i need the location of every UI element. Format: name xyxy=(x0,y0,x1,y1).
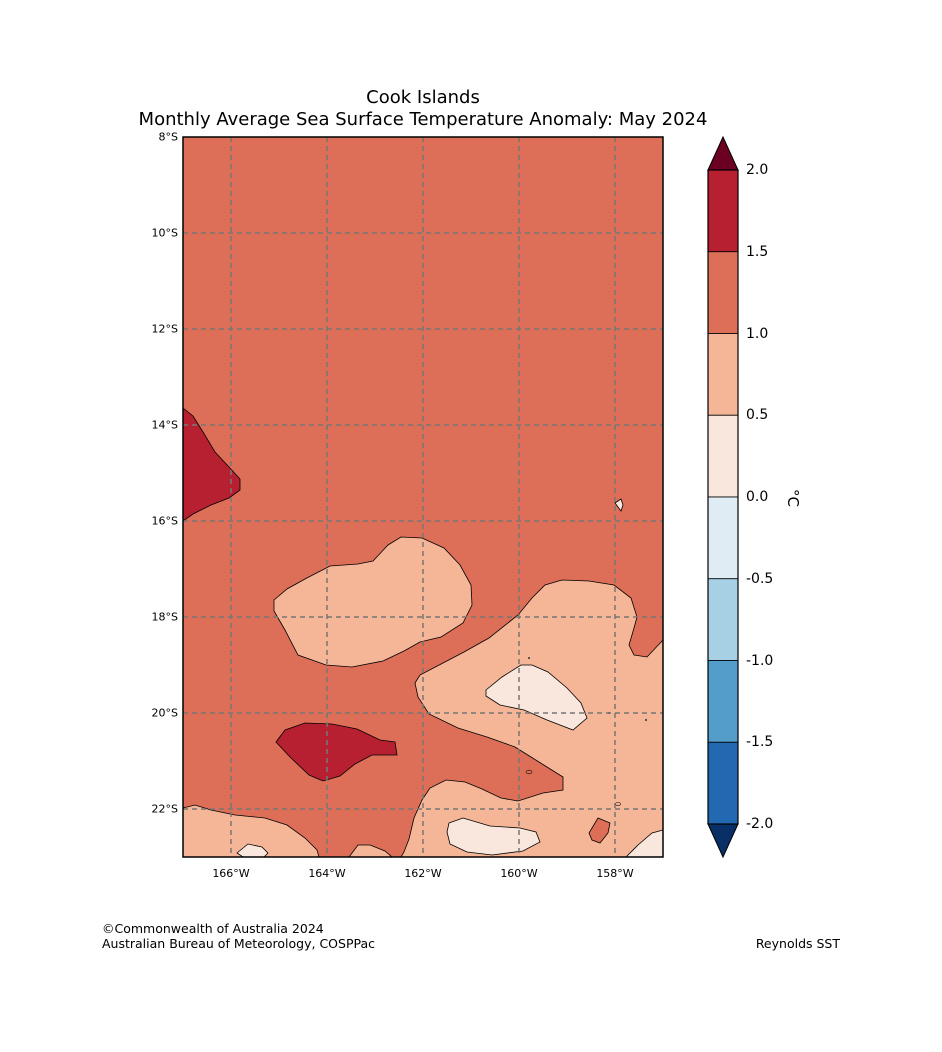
island-outline xyxy=(645,719,647,721)
latitude-label: 18°S xyxy=(151,610,178,624)
colorbar-under-extension xyxy=(707,823,739,859)
agency-text: Australian Bureau of Meteorology, COSPPa… xyxy=(102,936,375,951)
map-gridlines xyxy=(183,137,663,857)
map-title: Cook Islands xyxy=(366,87,480,108)
map-subtitle: Monthly Average Sea Surface Temperature … xyxy=(138,109,708,130)
colorbar-bin xyxy=(707,333,739,416)
colorbar-tick-label: 1.5 xyxy=(746,243,769,260)
latitude-label: 16°S xyxy=(151,514,178,528)
colorbar-tick-label: -0.5 xyxy=(746,570,774,587)
anomaly-region-east-moderate xyxy=(400,579,664,858)
colorbar xyxy=(707,135,739,859)
anomaly-region-west-high xyxy=(182,407,241,522)
map-frame xyxy=(182,136,664,858)
anomaly-region-south-slight xyxy=(446,817,541,856)
colorbar-bin xyxy=(707,578,739,661)
longitude-label: 166°W xyxy=(212,867,250,880)
colorbar-bin xyxy=(707,741,739,825)
anomaly-spot-northeast xyxy=(614,498,624,512)
colorbar-tick-label: 2.0 xyxy=(746,162,769,178)
longitude-label: 162°W xyxy=(404,867,442,880)
colorbar-tick-label: 1.0 xyxy=(746,325,769,342)
latitude-label: 22°S xyxy=(151,802,178,816)
colorbar-bin xyxy=(707,169,739,253)
colorbar-tick-label: 0.0 xyxy=(746,489,769,505)
colorbar-bin xyxy=(707,251,739,334)
island-outline xyxy=(528,657,530,659)
copyright-text: ©Commonwealth of Australia 2024 xyxy=(102,921,324,936)
colorbar-bin xyxy=(707,660,739,743)
colorbar-bin xyxy=(707,414,739,498)
latitude-label: 10°S xyxy=(151,226,178,240)
colorbar-tick-label: -2.0 xyxy=(746,816,774,832)
anomaly-region-southwest-high xyxy=(275,722,398,782)
latitude-label: 20°S xyxy=(151,706,178,720)
latitude-label: 8°S xyxy=(158,130,178,144)
longitude-label: 164°W xyxy=(308,867,346,880)
latitude-label: 14°S xyxy=(151,418,178,432)
longitude-label: 158°W xyxy=(596,867,634,880)
colorbar-frame xyxy=(707,169,739,825)
colorbar-over-extension xyxy=(707,135,739,171)
colorbar-tick-label: -1.5 xyxy=(746,734,774,751)
colorbar-tick-label: 0.5 xyxy=(746,407,769,424)
colorbar-unit-label: °C xyxy=(783,489,802,507)
anomaly-spot-southeast xyxy=(588,817,611,844)
latitude-label: 12°S xyxy=(151,322,178,336)
data-source-text: Reynolds SST xyxy=(755,936,840,951)
colorbar-tick-label: -1.0 xyxy=(746,652,774,669)
colorbar-bin xyxy=(707,496,739,580)
island-outline xyxy=(525,769,533,775)
longitude-label: 160°W xyxy=(500,867,538,880)
